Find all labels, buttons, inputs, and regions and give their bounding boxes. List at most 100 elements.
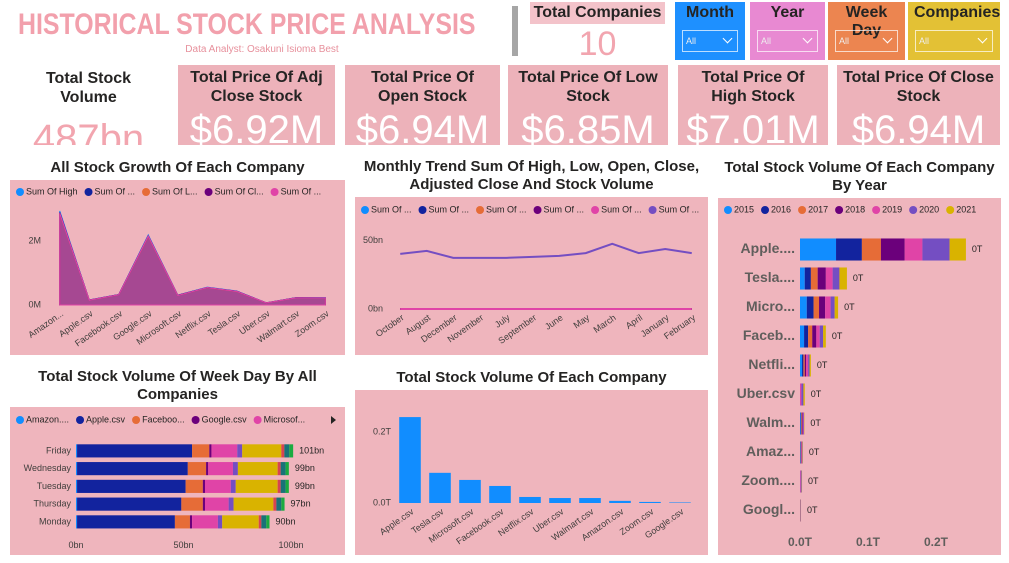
bar-segment <box>834 296 839 319</box>
bar-segment <box>273 497 277 511</box>
value-label: 0T <box>808 476 819 486</box>
kpi-value: $6.94M <box>851 108 986 145</box>
legend-label: 2020 <box>919 204 939 214</box>
legend-marker <box>909 206 918 214</box>
legend-marker <box>533 206 542 214</box>
y-tick-label: 50bn <box>363 235 383 245</box>
x-tick-label: 0.1T <box>856 535 881 549</box>
x-tick-label: 100bn <box>278 540 303 550</box>
y-tick-label: Googl... <box>743 501 795 517</box>
bar-segment <box>77 479 186 493</box>
bar-segment <box>830 296 835 319</box>
legend-marker <box>361 206 369 214</box>
kpi-card: Total Price Of High Stock $7.01M <box>678 65 828 145</box>
bar <box>639 501 661 503</box>
bar-segment <box>77 444 193 458</box>
bar <box>579 498 601 503</box>
slicer-label: Month <box>686 4 734 21</box>
legend-label: Amazon.... <box>26 414 69 424</box>
bar-segment <box>209 444 212 458</box>
kpi-card: Total Price Of Open Stock $6.94M <box>345 65 500 145</box>
bar-segment <box>242 444 282 458</box>
bar-segment <box>266 515 270 529</box>
slicer-dropdown[interactable]: All <box>835 30 898 52</box>
x-tick-label: Tesla.csv <box>206 308 242 338</box>
x-tick-label: October <box>374 312 406 339</box>
kpi-value: $7.01M <box>686 108 820 145</box>
legend-marker <box>946 206 955 214</box>
bar-segment <box>880 238 905 261</box>
kpi-card: Total Price Of Low Stock $6.85M <box>508 65 668 145</box>
bar-segment <box>819 325 824 348</box>
value-label: 90bn <box>276 516 296 526</box>
legend-label: Sum Of ... <box>95 186 136 196</box>
bar-segment <box>800 267 805 290</box>
bar-segment <box>276 497 282 511</box>
bar-segment <box>187 462 207 476</box>
y-tick-label: Zoom.... <box>741 472 795 488</box>
x-tick-label: 0.2T <box>924 535 949 549</box>
bar-segment <box>189 515 193 529</box>
legend-label: 2018 <box>845 204 865 214</box>
bar-segment <box>804 325 809 348</box>
slicer-dropdown[interactable]: All <box>757 30 818 52</box>
y-tick-label: Tesla.... <box>745 269 795 285</box>
value-label: 0T <box>809 447 820 457</box>
legend-marker <box>798 206 807 214</box>
dashboard-title: HISTORICAL STOCK PRICE ANALYSIS <box>18 8 476 41</box>
bar <box>519 496 541 503</box>
y-tick-label: Uber.csv <box>737 385 796 401</box>
y-tick-label: 0.2T <box>373 426 392 436</box>
bar-segment <box>816 325 820 348</box>
legend-marker <box>76 416 85 424</box>
legend-more-arrow[interactable] <box>331 416 336 424</box>
legend-marker <box>191 416 200 424</box>
kpi-label: Total Stock Volume <box>45 70 132 106</box>
legend-marker <box>253 416 262 424</box>
kpi-value: $6.85M <box>521 108 655 145</box>
legend-label: Apple.csv <box>86 414 126 424</box>
y-tick-label: Friday <box>46 445 72 455</box>
value-label: 0T <box>972 244 983 254</box>
bar-segment <box>230 479 236 493</box>
kpi-label: Total Price Of Adj Close Stock <box>190 69 323 105</box>
kpi-label: Total Price Of High Stock <box>701 69 805 105</box>
bar-segment <box>802 354 804 377</box>
bar-segment <box>280 462 286 476</box>
value-label: 99bn <box>295 463 315 473</box>
bar-segment <box>806 354 809 377</box>
bar-segment <box>803 412 805 435</box>
bar-segment <box>277 462 281 476</box>
slicer-dropdown[interactable]: All <box>915 30 993 52</box>
bar-segment <box>235 479 278 493</box>
y-tick-label: Wednesday <box>24 463 72 473</box>
bar-segment <box>802 412 803 435</box>
bar-segment <box>800 383 802 406</box>
y-tick-label: Tuesday <box>37 481 72 491</box>
y-tick-label: Micro... <box>746 298 795 314</box>
chart: Amazon.... Apple.csv Faceboo... Google.csv M… <box>16 414 336 550</box>
legend-label: Sum Of ... <box>659 204 700 214</box>
value-label: 0T <box>853 273 864 283</box>
slicer: Week Day All <box>828 2 905 60</box>
scrollbar[interactable] <box>512 6 518 56</box>
bar-segment <box>800 296 807 319</box>
bar-segment <box>181 497 203 511</box>
bar-segment <box>228 497 234 511</box>
kpi-value: 10 <box>578 25 617 60</box>
legend-label: Microsof... <box>264 414 306 424</box>
y-tick-label: 0.0T <box>373 497 392 507</box>
chart: Sum Of ... Sum Of ... Sum Of ... Sum Of ...… <box>361 204 700 346</box>
bar-segment <box>809 354 811 377</box>
bar-segment <box>808 354 810 377</box>
slicer-dropdown[interactable]: All <box>682 30 738 52</box>
x-tick-label: Zoom.csv <box>293 308 331 339</box>
bar-segment <box>205 479 231 493</box>
bar-segment <box>839 267 847 290</box>
y-tick-label: Thursday <box>33 499 71 509</box>
bar-segment <box>806 296 814 319</box>
bar-segment <box>202 497 205 511</box>
bar-segment <box>804 267 811 290</box>
legend-marker <box>418 206 427 214</box>
